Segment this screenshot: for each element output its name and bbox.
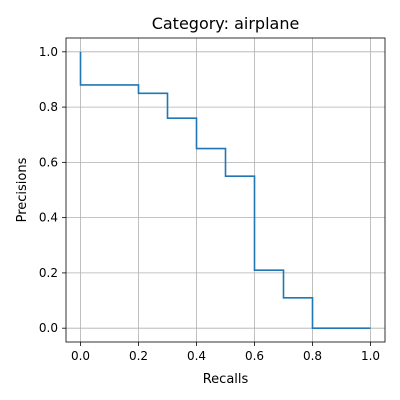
x-tick-label: 0.0 [71, 349, 90, 363]
x-tick-label: 0.8 [303, 349, 322, 363]
x-tick-label: 1.0 [361, 349, 380, 363]
y-tick-label: 1.0 [39, 45, 58, 59]
x-tick-label: 0.2 [129, 349, 148, 363]
x-tick-label: 0.6 [245, 349, 264, 363]
y-tick-label: 0.8 [39, 100, 58, 114]
chart-title: Category: airplane [152, 14, 300, 33]
y-tick-label: 0.6 [39, 155, 58, 169]
y-tick-label: 0.0 [39, 321, 58, 335]
axis-ticks: 0.0 0.2 0.4 0.6 0.8 1.0 0.0 0.2 0.4 0.6 0.8 1.0 [39, 45, 380, 363]
y-tick-label: 0.2 [39, 266, 58, 280]
pr-curve-line [79, 51, 371, 329]
x-axis-label: Recalls [203, 372, 249, 387]
y-tick-label: 0.4 [39, 211, 58, 225]
y-axis-label: Precisions [15, 157, 30, 222]
series-layer [79, 51, 371, 329]
plot-frame [65, 37, 386, 343]
x-tick-label: 0.4 [187, 349, 206, 363]
